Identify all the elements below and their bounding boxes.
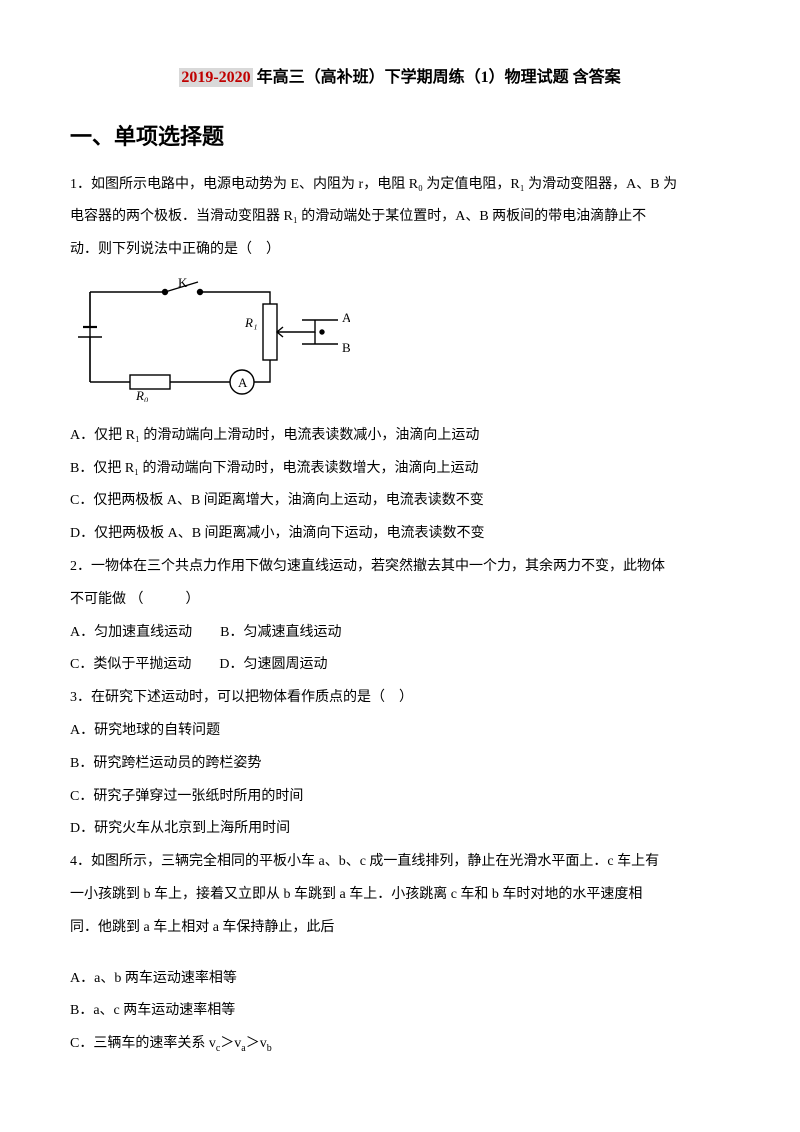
q1-opt-d: D．仅把两极板 A、B 间距离减小，油滴向下运动，电流表读数不变 — [70, 519, 730, 550]
circuit-diagram: K R₁ R₀ A B A — [70, 272, 730, 415]
q1-stem-line1: 1．如图所示电路中，电源电动势为 E、内阻为 r，电阻 R₀ 为定值电阻，R₁ … — [70, 170, 730, 201]
label-a: A — [342, 310, 350, 325]
q4-stem-line3: 同．他跳到 a 车上相对 a 车保持静止，此后 — [70, 913, 730, 944]
q3-opt-a: A．研究地球的自转问题 — [70, 716, 730, 747]
q4c-prefix: C．三辆车的速率关系 v — [70, 1036, 216, 1051]
q3-opt-c: C．研究子弹穿过一张纸时所用的时间 — [70, 782, 730, 813]
q4-opt-a: A．a、b 两车运动速率相等 — [70, 964, 730, 995]
q4c-g2: ＞v — [246, 1036, 267, 1051]
q1-stem-line3: 动．则下列说法中正确的是（ ） — [70, 235, 730, 266]
section-heading: 一、单项选择题 — [70, 113, 730, 161]
q2-stem-line2: 不可能做 （ ） — [70, 585, 730, 616]
title-highlight: 2019-2020 — [179, 68, 252, 87]
q3-opt-d: D．研究火车从北京到上海所用时间 — [70, 814, 730, 845]
q2-opt-ab: A．匀加速直线运动 B．匀减速直线运动 — [70, 618, 730, 649]
q4-opt-c: C．三辆车的速率关系 vc＞va＞vb — [70, 1029, 730, 1060]
title-rest: 年高三（高补班）下学期周练（1）物理试题 含答案 — [253, 69, 621, 86]
label-r1: R₁ — [244, 315, 257, 330]
q4c-g1: ＞v — [220, 1036, 241, 1051]
label-ammeter: A — [238, 375, 248, 390]
q1-opt-b: B．仅把 R₁ 的滑动端向下滑动时，电流表读数增大，油滴向上运动 — [70, 454, 730, 485]
q2-stem-line1: 2．一物体在三个共点力作用下做匀速直线运动，若突然撤去其中一个力，其余两力不变，… — [70, 552, 730, 583]
label-b: B — [342, 340, 350, 355]
q4-stem-line1: 4．如图所示，三辆完全相同的平板小车 a、b、c 成一直线排列，静止在光滑水平面… — [70, 847, 730, 878]
q1-opt-a: A．仅把 R₁ 的滑动端向上滑动时，电流表读数减小，油滴向上运动 — [70, 421, 730, 452]
q4-opt-b: B．a、c 两车运动速率相等 — [70, 996, 730, 1027]
q2-opt-cd: C．类似于平抛运动 D．匀速圆周运动 — [70, 650, 730, 681]
q3-stem: 3．在研究下述运动时，可以把物体看作质点的是（ ） — [70, 683, 730, 714]
label-k: K — [178, 275, 188, 290]
q1-opt-c: C．仅把两极板 A、B 间距离增大，油滴向上运动，电流表读数不变 — [70, 486, 730, 517]
q4c-sub3: b — [267, 1043, 272, 1054]
label-r0: R₀ — [135, 388, 148, 402]
q3-opt-b: B．研究跨栏运动员的跨栏姿势 — [70, 749, 730, 780]
q1-stem-line2: 电容器的两个极板．当滑动变阻器 R₁ 的滑动端处于某位置时，A、B 两板间的带电… — [70, 202, 730, 233]
q4-stem-line2: 一小孩跳到 b 车上，接着又立即从 b 车跳到 a 车上．小孩跳离 c 车和 b… — [70, 880, 730, 911]
page-title: 2019-2020 年高三（高补班）下学期周练（1）物理试题 含答案 — [70, 60, 730, 95]
